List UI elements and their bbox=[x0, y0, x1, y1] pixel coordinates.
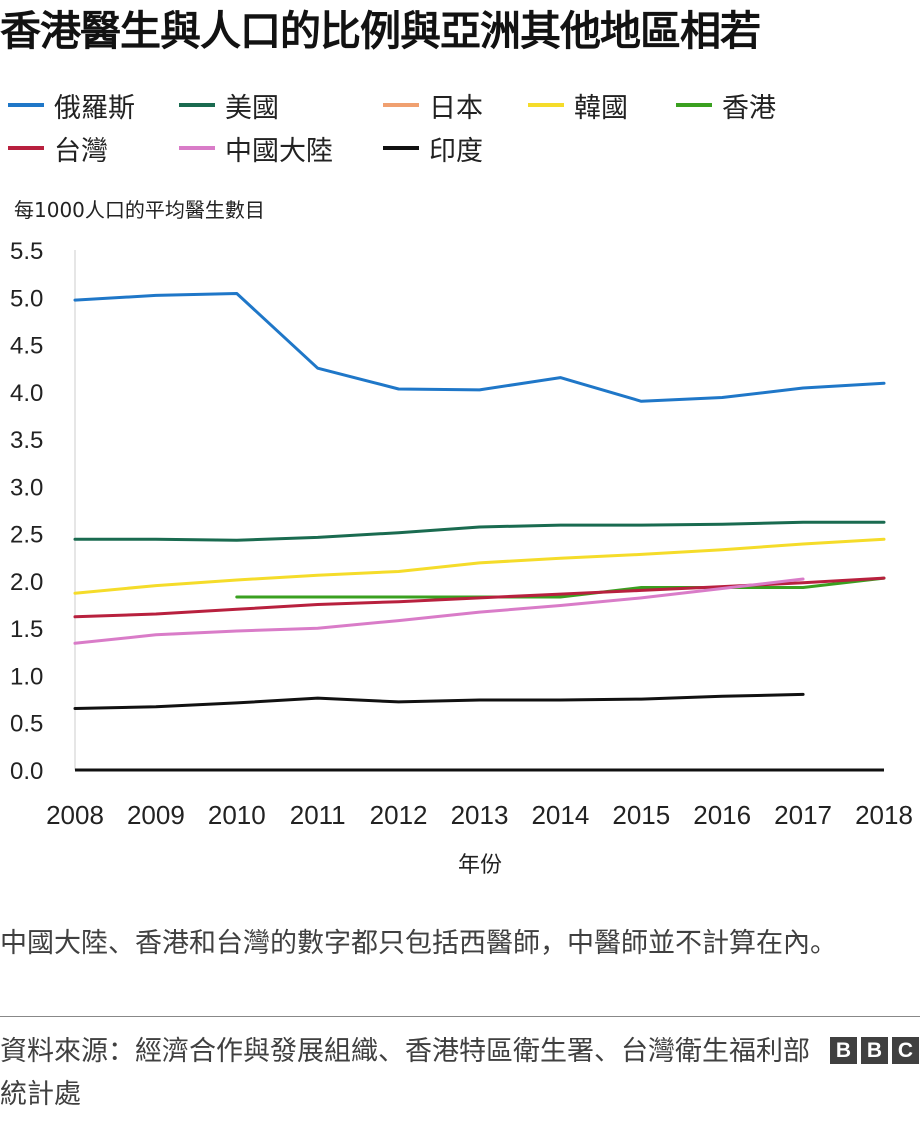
y-tick-label: 0.0 bbox=[10, 758, 43, 785]
source-credit: 資料來源：經濟合作與發展組織、香港特區衛生署、台灣衛生福利部統計處 bbox=[0, 1036, 810, 1110]
series-line-0 bbox=[73, 292, 886, 403]
y-axis-title: 每1000人口的平均醫生數目 bbox=[14, 198, 265, 222]
x-tick-label: 2018 bbox=[855, 800, 913, 830]
legend-item-mainland: 中國大陸 bbox=[179, 131, 333, 167]
legend-item-india: 印度 bbox=[383, 131, 483, 167]
y-tick-label: 0.5 bbox=[10, 711, 43, 738]
legend-swatch-usa bbox=[179, 103, 215, 107]
series-line-1 bbox=[73, 520, 886, 542]
chart-title: 香港醫生與人口的比例與亞洲其他地區相若 bbox=[0, 7, 761, 55]
y-tick-label: 2.0 bbox=[10, 569, 43, 596]
x-axis-title: 年份 bbox=[458, 853, 502, 878]
legend-swatch-india bbox=[383, 146, 419, 150]
y-tick-labels: 0.0 0.5 1.0 1.5 2.0 2.5 3.0 3.5 4.0 4.5 5.0 5.5 bbox=[10, 238, 43, 785]
legend-label-usa: 美國 bbox=[225, 92, 279, 124]
legend-item-hongkong: 香港 bbox=[676, 88, 776, 124]
x-tick-label: 2013 bbox=[451, 800, 509, 830]
legend-item-japan: 日本 bbox=[383, 88, 483, 124]
x-tick-label: 2012 bbox=[370, 800, 428, 830]
bbc-logo-letter: B bbox=[830, 1037, 857, 1064]
legend-swatch-taiwan bbox=[8, 146, 44, 150]
legend-label-korea: 韓國 bbox=[574, 92, 628, 124]
x-tick-label: 2017 bbox=[774, 800, 832, 830]
series-line-3 bbox=[73, 537, 886, 595]
series-lines bbox=[73, 292, 886, 710]
bbc-logo-letter: B bbox=[861, 1037, 888, 1064]
chart-note: 中國大陸、香港和台灣的數字都只包括西醫師，中醫師並不計算在內。 bbox=[0, 928, 837, 959]
legend-item-korea: 韓國 bbox=[528, 88, 628, 124]
bbc-logo-letter: C bbox=[892, 1037, 919, 1064]
x-tick-label: 2015 bbox=[612, 800, 670, 830]
x-tick-label: 2011 bbox=[290, 800, 346, 830]
legend-swatch-korea bbox=[528, 103, 564, 107]
y-tick-label: 4.5 bbox=[10, 333, 43, 360]
legend-swatch-hongkong bbox=[676, 103, 712, 107]
y-tick-label: 1.5 bbox=[10, 616, 43, 643]
legend-label-hongkong: 香港 bbox=[722, 92, 776, 124]
x-tick-label: 2010 bbox=[208, 800, 266, 830]
series-line-4 bbox=[235, 576, 886, 599]
legend-item-usa: 美國 bbox=[179, 88, 279, 124]
legend-swatch-russia bbox=[8, 103, 44, 107]
divider bbox=[0, 1016, 920, 1017]
series-line-7 bbox=[73, 692, 805, 710]
legend-item-taiwan: 台灣 bbox=[8, 131, 108, 167]
legend-swatch-mainland bbox=[179, 146, 215, 150]
legend-item-russia: 俄羅斯 bbox=[8, 88, 135, 124]
legend-label-russia: 俄羅斯 bbox=[54, 92, 135, 124]
legend-swatch-japan bbox=[383, 103, 419, 107]
line-chart: 0.0 0.5 1.0 1.5 2.0 2.5 3.0 3.5 4.0 4.5 5.0 5.5 200… bbox=[10, 238, 913, 878]
legend-label-india: 印度 bbox=[429, 135, 483, 167]
x-tick-labels: 2008 2009 2010 2011 2012 2013 2014 2015 2016 2017… bbox=[46, 800, 913, 830]
bbc-logo: B B C bbox=[830, 1037, 919, 1064]
y-tick-label: 5.0 bbox=[10, 285, 43, 312]
x-tick-label: 2014 bbox=[531, 800, 589, 830]
y-tick-label: 4.0 bbox=[10, 380, 43, 407]
legend-label-japan: 日本 bbox=[429, 92, 483, 124]
x-tick-label: 2008 bbox=[46, 800, 104, 830]
x-tick-label: 2016 bbox=[693, 800, 751, 830]
y-tick-label: 1.0 bbox=[10, 663, 43, 690]
legend-label-mainland: 中國大陸 bbox=[225, 135, 333, 167]
y-tick-label: 3.0 bbox=[10, 474, 43, 501]
y-tick-label: 3.5 bbox=[10, 427, 43, 454]
y-tick-label: 5.5 bbox=[10, 238, 43, 265]
legend-label-taiwan: 台灣 bbox=[54, 135, 108, 167]
series-line-6 bbox=[73, 577, 805, 645]
y-tick-label: 2.5 bbox=[10, 522, 43, 549]
x-tick-label: 2009 bbox=[127, 800, 185, 830]
